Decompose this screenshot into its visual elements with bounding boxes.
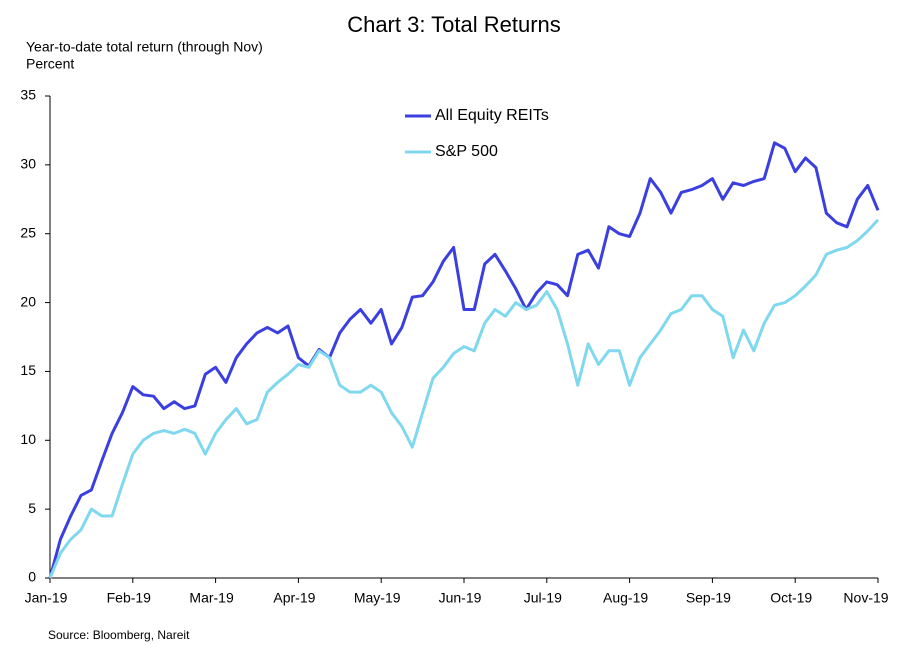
chart-title: Chart 3: Total Returns — [347, 12, 561, 37]
x-tick-label: Jul-19 — [524, 590, 562, 606]
source-note: Source: Bloomberg, Nareit — [48, 628, 190, 642]
x-tick-label: Sep-19 — [686, 590, 731, 606]
x-tick-label: Jan-19 — [25, 590, 68, 606]
x-tick-label: Nov-19 — [843, 590, 888, 606]
legend-label: All Equity REITs — [435, 107, 549, 124]
y-tick-label: 0 — [28, 569, 36, 585]
y-axis-label: Year-to-date total return (through Nov) — [26, 39, 263, 55]
y-tick-label: 5 — [28, 500, 36, 516]
x-tick-label: Aug-19 — [603, 590, 648, 606]
data-line — [48, 218, 880, 579]
x-tick-label: Jun-19 — [439, 590, 482, 606]
x-tick-label: May-19 — [354, 590, 401, 606]
y-tick-label: 15 — [20, 362, 36, 378]
y-tick-label: 10 — [20, 431, 36, 447]
y-tick-label: 20 — [20, 293, 36, 309]
x-tick-label: Apr-19 — [273, 590, 315, 606]
x-tick-label: Mar-19 — [189, 590, 234, 606]
x-tick-label: Oct-19 — [770, 590, 812, 606]
y-tick-label: 35 — [20, 87, 36, 103]
y-tick-label: 25 — [20, 224, 36, 240]
y-tick-label: 30 — [20, 156, 36, 172]
data-line — [48, 141, 880, 579]
x-tick-label: Feb-19 — [107, 590, 152, 606]
legend-label: S&P 500 — [435, 143, 498, 160]
y-axis-label: Percent — [26, 56, 74, 72]
